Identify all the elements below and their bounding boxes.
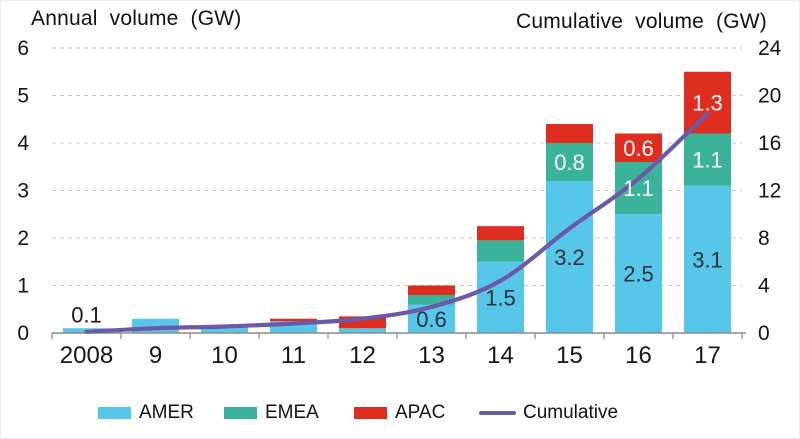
cumulative-line-swatch-icon xyxy=(479,411,516,415)
x-axis-category-label: 14 xyxy=(487,342,514,369)
bar-segment-emea-17 xyxy=(684,133,731,186)
x-axis-category-label: 15 xyxy=(556,342,583,369)
bar-segment-amer-12 xyxy=(339,328,386,333)
bar-data-label: 1.5 xyxy=(485,285,516,310)
bar-segment-apac-12 xyxy=(339,316,386,329)
bar-segment-amer-15 xyxy=(546,181,593,333)
x-axis-category-label: 16 xyxy=(625,342,652,369)
x-axis-category-label: 17 xyxy=(694,342,721,369)
amer-swatch-icon xyxy=(98,407,131,419)
bar-segment-amer-16 xyxy=(615,214,662,333)
legend-label-emea: EMEA xyxy=(265,402,319,423)
legend-item-apac: APAC xyxy=(354,399,445,427)
bar-segment-apac-16 xyxy=(615,133,662,162)
right-axis-tick-label: 24 xyxy=(758,37,782,60)
right-axis-tick-label: 20 xyxy=(758,85,781,108)
bar-data-label: 1.3 xyxy=(692,91,723,116)
bar-segment-emea-13 xyxy=(408,295,455,305)
bar-data-label: 2.5 xyxy=(623,262,654,287)
legend: AMER EMEA APAC Cumulative xyxy=(1,399,799,431)
left-axis-tick-label: 2 xyxy=(17,227,29,250)
right-axis-tick-label: 4 xyxy=(758,275,770,298)
right-axis-tick-label: 16 xyxy=(758,132,781,155)
bar-segment-amer-10 xyxy=(201,325,248,333)
right-axis-tick-label: 0 xyxy=(758,322,770,345)
x-axis-category-label: 11 xyxy=(281,342,306,369)
bar-segment-amer-11 xyxy=(270,321,317,333)
emea-swatch-icon xyxy=(224,407,257,419)
bar-data-label: 3.1 xyxy=(692,247,723,272)
bar-data-label: 3.2 xyxy=(554,245,585,270)
legend-item-amer: AMER xyxy=(98,399,194,427)
bar-segment-emea-14 xyxy=(477,240,524,262)
bar-segment-apac-11 xyxy=(270,318,317,322)
bar-data-label: 0.8 xyxy=(554,150,585,175)
x-axis-category-label: 2008 xyxy=(60,342,113,369)
legend-label-cumulative: Cumulative xyxy=(523,402,619,423)
right-axis-tick-label: 8 xyxy=(758,227,770,250)
legend-item-emea: EMEA xyxy=(224,399,319,427)
bar-data-label: 1.1 xyxy=(692,148,723,173)
bar-segment-emea-15 xyxy=(546,143,593,181)
right-axis-title: Cumulative volume (GW) xyxy=(516,10,767,33)
right-axis-tick-label: 12 xyxy=(758,180,781,203)
bar-segment-amer-14 xyxy=(477,261,524,333)
x-axis-category-label: 13 xyxy=(418,342,445,369)
x-axis-category-label: 12 xyxy=(349,342,376,369)
left-axis-tick-label: 3 xyxy=(17,180,29,203)
bar-data-label: 1.1 xyxy=(623,176,654,201)
left-axis-tick-label: 4 xyxy=(17,132,29,155)
bar-data-label: 0.6 xyxy=(416,307,447,332)
bar-segment-apac-15 xyxy=(546,124,593,143)
x-axis-category-label: 10 xyxy=(211,342,238,369)
bar-segment-apac-13 xyxy=(408,285,455,295)
bar-segment-apac-14 xyxy=(477,226,524,241)
left-axis-tick-label: 5 xyxy=(17,85,29,108)
apac-swatch-icon xyxy=(354,407,387,419)
left-axis-tick-label: 0 xyxy=(17,322,29,345)
bar-segment-apac-17 xyxy=(684,71,731,134)
bar-data-label-outside: 0.1 xyxy=(71,302,102,327)
left-axis-tick-label: 1 xyxy=(17,275,29,298)
bar-data-label: 0.6 xyxy=(623,136,654,161)
cumulative-line xyxy=(84,111,710,334)
bar-segment-emea-16 xyxy=(615,162,662,215)
legend-label-apac: APAC xyxy=(395,402,446,423)
left-axis-title: Annual volume (GW) xyxy=(31,7,242,30)
legend-item-cumulative: Cumulative xyxy=(479,399,618,427)
legend-label-amer: AMER xyxy=(139,402,194,423)
left-axis-tick-label: 6 xyxy=(17,37,29,60)
bar-segment-amer-17 xyxy=(684,185,731,333)
x-axis-category-label: 9 xyxy=(149,342,162,369)
